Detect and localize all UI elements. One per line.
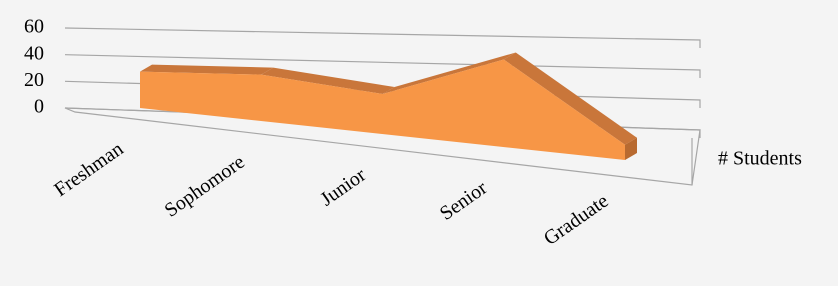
series-label: # Students xyxy=(718,148,802,170)
y-tick-label: 20 xyxy=(24,69,44,91)
y-tick-label: 40 xyxy=(24,42,44,64)
y-tick-label: 60 xyxy=(24,16,44,38)
chart: 0204060# StudentsFreshmanSophomoreJunior… xyxy=(0,0,838,286)
page: 0204060# StudentsFreshmanSophomoreJunior… xyxy=(0,0,838,286)
background xyxy=(0,0,838,286)
y-tick-label: 0 xyxy=(34,96,44,118)
